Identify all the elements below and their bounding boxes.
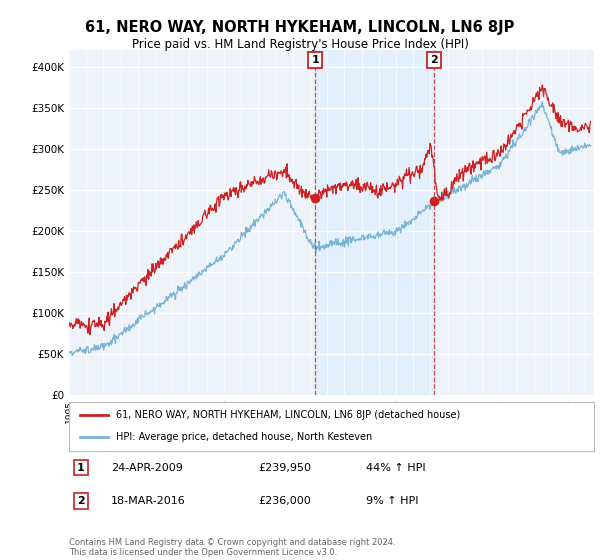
Text: Contains HM Land Registry data © Crown copyright and database right 2024.
This d: Contains HM Land Registry data © Crown c… <box>69 538 395 557</box>
Bar <box>315 50 434 395</box>
Text: 61, NERO WAY, NORTH HYKEHAM, LINCOLN, LN6 8JP (detached house): 61, NERO WAY, NORTH HYKEHAM, LINCOLN, LN… <box>116 410 461 420</box>
Text: 24-APR-2009: 24-APR-2009 <box>111 463 183 473</box>
Text: 18-MAR-2016: 18-MAR-2016 <box>111 496 186 506</box>
Text: HPI: Average price, detached house, North Kesteven: HPI: Average price, detached house, Nort… <box>116 432 373 442</box>
Text: 2: 2 <box>77 496 85 506</box>
Text: 44% ↑ HPI: 44% ↑ HPI <box>366 463 425 473</box>
Text: £236,000: £236,000 <box>258 496 311 506</box>
Text: £239,950: £239,950 <box>258 463 311 473</box>
Text: 9% ↑ HPI: 9% ↑ HPI <box>366 496 419 506</box>
Text: Price paid vs. HM Land Registry's House Price Index (HPI): Price paid vs. HM Land Registry's House … <box>131 38 469 51</box>
Text: 1: 1 <box>311 55 319 66</box>
Text: 1: 1 <box>77 463 85 473</box>
Text: 61, NERO WAY, NORTH HYKEHAM, LINCOLN, LN6 8JP: 61, NERO WAY, NORTH HYKEHAM, LINCOLN, LN… <box>85 20 515 35</box>
Text: 2: 2 <box>430 55 438 66</box>
